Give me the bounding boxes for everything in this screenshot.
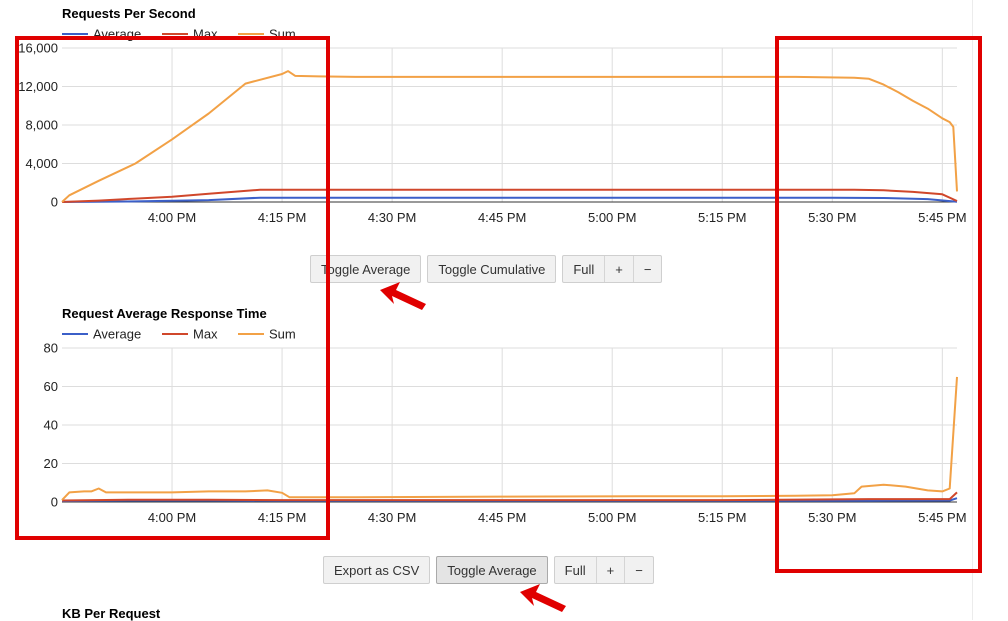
x-tick-label: 4:15 PM <box>258 510 306 525</box>
x-tick-label: 4:00 PM <box>148 210 196 225</box>
y-tick-label: 20 <box>44 456 58 471</box>
annotation-arrow-icon-2 <box>520 584 566 612</box>
zoom-controls-2: Full + − <box>553 556 654 584</box>
toggle-cumulative-button[interactable]: Toggle Cumulative <box>427 255 557 283</box>
series-line-average <box>61 196 958 203</box>
toolbar-requests-per-second: Toggle Average Toggle Cumulative Full + … <box>310 255 663 283</box>
x-tick-label: 5:00 PM <box>588 510 636 525</box>
export-csv-button[interactable]: Export as CSV <box>323 556 431 584</box>
chart-title-response-time: Request Average Response Time <box>62 306 267 321</box>
series-line-max <box>61 188 958 203</box>
x-tick-label: 5:45 PM <box>918 210 966 225</box>
zoom-out-button[interactable]: − <box>643 261 652 277</box>
chart-legend: Average Max Sum <box>62 327 296 342</box>
x-tick-label: 4:45 PM <box>478 510 526 525</box>
y-tick-label: 16,000 <box>18 41 58 56</box>
legend-label-max: Max <box>193 327 218 342</box>
series-line-sum <box>61 376 958 501</box>
x-tick-label: 4:15 PM <box>258 210 306 225</box>
y-tick-label: 4,000 <box>25 156 58 171</box>
chart-title-kb-per-request: KB Per Request <box>62 606 161 621</box>
annotation-highlight-left <box>15 36 330 540</box>
x-tick-label: 5:15 PM <box>698 210 746 225</box>
y-tick-label: 60 <box>44 379 58 394</box>
x-tick-label: 4:00 PM <box>148 510 196 525</box>
response-time-chart: Average Max Sum 0 20 40 60 80 4:00 PM 4:15 PM 4:30… <box>44 327 967 526</box>
y-tick-label: 12,000 <box>18 79 58 94</box>
series-line-max <box>61 491 958 502</box>
y-tick-label: 40 <box>44 418 58 433</box>
zoom-full-button-2[interactable]: Full <box>555 557 597 583</box>
chart-title-requests-per-second: Requests Per Second <box>62 6 196 21</box>
y-tick-label: 0 <box>51 495 58 510</box>
y-tick-label: 80 <box>44 341 58 356</box>
toolbar-response-time: Export as CSV Toggle Average Full + − <box>323 556 654 584</box>
requests-per-second-chart: Average Max Sum04,0008,00012,00016,0004:00… <box>18 27 966 226</box>
zoom-in-button[interactable]: + <box>605 256 634 282</box>
x-tick-label: 5:30 PM <box>808 510 856 525</box>
zoom-full-button[interactable]: Full <box>563 256 606 282</box>
y-tick-label: 8,000 <box>25 118 58 133</box>
x-tick-label: 5:30 PM <box>808 210 856 225</box>
zoom-controls: Full + − <box>562 255 663 283</box>
zoom-in-button-2[interactable]: + <box>597 557 626 583</box>
y-tick-label: 0 <box>51 195 58 210</box>
x-tick-label: 5:15 PM <box>698 510 746 525</box>
annotation-arrow-icon <box>380 282 426 310</box>
x-tick-label: 5:45 PM <box>918 510 966 525</box>
toggle-average-button-2[interactable]: Toggle Average <box>436 556 548 584</box>
x-tick-label: 4:30 PM <box>368 210 416 225</box>
annotation-highlight-right <box>775 36 982 573</box>
legend-label-average: Average <box>93 327 141 342</box>
zoom-out-button-2[interactable]: − <box>635 562 643 578</box>
series-line-sum <box>61 70 958 203</box>
x-tick-label: 4:45 PM <box>478 210 526 225</box>
legend-label-sum: Sum <box>269 327 296 342</box>
x-tick-label: 4:30 PM <box>368 510 416 525</box>
page-right-divider <box>972 0 973 620</box>
x-tick-label: 5:00 PM <box>588 210 636 225</box>
